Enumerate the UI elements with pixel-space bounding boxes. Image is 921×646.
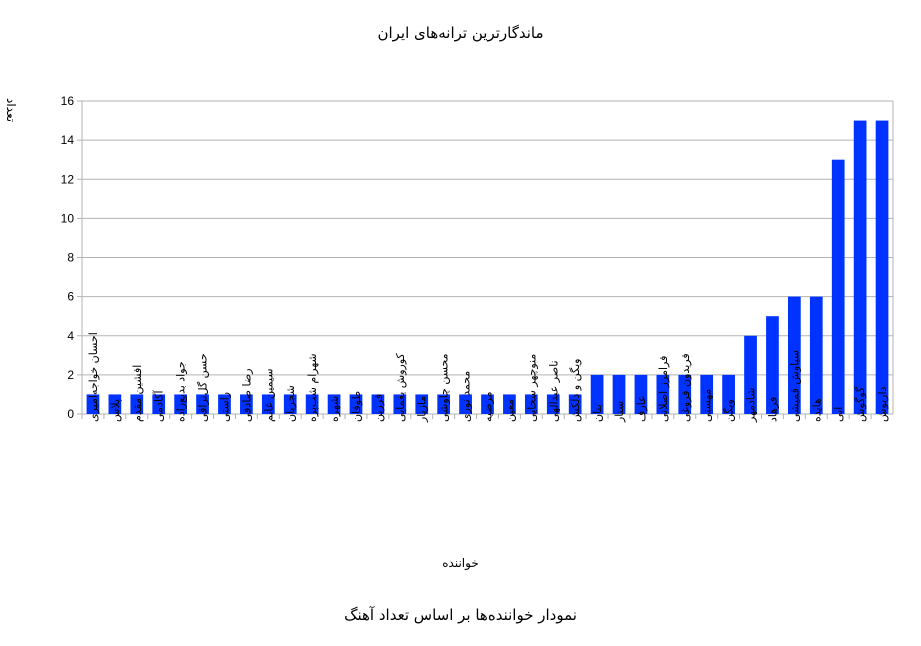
bar — [196, 394, 209, 414]
bar — [174, 394, 187, 414]
bar — [853, 120, 867, 414]
x-tick-label: مازیار — [416, 396, 429, 423]
x-tick-label: محسن چاوشی — [438, 353, 451, 422]
bar — [590, 374, 604, 414]
x-tick-label: شهرام شب‌پره — [306, 353, 319, 422]
bar — [481, 394, 494, 414]
x-tick-label: ناصر عبدالهی — [547, 360, 560, 422]
x-tick-label: راستی — [218, 392, 231, 422]
bar — [152, 394, 166, 414]
bar — [809, 296, 823, 414]
x-tick-label: ویگن — [723, 399, 736, 422]
y-tick-label: 12 — [61, 172, 75, 186]
x-tick-label: گوگوش — [854, 386, 867, 422]
x-tick-label: هایده — [810, 398, 823, 422]
y-tick-label: 6 — [67, 290, 74, 304]
bar — [86, 394, 100, 414]
x-tick-label: ویگن و دلکش — [569, 359, 582, 422]
bar — [261, 394, 275, 414]
bar — [415, 394, 429, 414]
bar — [503, 394, 516, 414]
bar — [875, 120, 889, 414]
bar — [305, 394, 319, 414]
bar — [546, 394, 560, 414]
bar — [349, 394, 363, 414]
bar — [240, 394, 253, 414]
x-tick-label: محمد نوری — [460, 371, 473, 422]
chart-title: ماندگارترین ترانه‌های ایران — [377, 24, 544, 42]
x-tick-label: احسان خواجه‌امیری — [87, 332, 100, 422]
x-tick-label: فرامرز اصلانی — [657, 356, 670, 422]
bar — [634, 374, 648, 414]
x-tick-label: سیمین غانم — [262, 368, 275, 422]
x-tick-label: ابی — [832, 407, 845, 422]
bar — [831, 159, 845, 414]
y-tick-label: 0 — [67, 407, 74, 421]
bar — [524, 394, 538, 414]
y-axis-label: تعداد — [4, 98, 18, 123]
x-tick-label: شادمهر — [745, 388, 758, 424]
x-tick-label: جواد بدیع‌زاده — [175, 361, 188, 422]
x-tick-label: پلاس — [109, 399, 122, 422]
x-tick-label: فرهاد — [766, 397, 779, 422]
bar — [108, 394, 122, 414]
x-axis-label: خواننده — [442, 556, 479, 570]
x-tick-label: سیاوش قمیشی — [788, 350, 801, 422]
bar — [327, 394, 341, 414]
y-tick-label: 4 — [67, 329, 74, 343]
x-tick-label: ستار — [613, 401, 626, 423]
x-tick-label: مرضیه — [482, 391, 495, 422]
x-tick-label: آکادمی — [152, 389, 166, 422]
x-tick-label: شجریان — [284, 385, 297, 422]
bar — [788, 296, 801, 414]
x-tick-label: منوچهر سخایی — [525, 354, 538, 422]
y-tick-label: 16 — [61, 94, 75, 108]
bar — [283, 394, 297, 414]
bar — [393, 394, 407, 414]
bar — [437, 394, 451, 414]
x-tick-label: طوفان — [350, 391, 363, 422]
x-tick-label: عارف — [635, 395, 648, 422]
y-tick-label: 14 — [61, 133, 75, 147]
bar — [130, 394, 144, 414]
x-tick-label: رضا صادقی — [240, 368, 253, 422]
bar — [612, 374, 626, 414]
bar — [371, 394, 385, 414]
y-tick-label: 2 — [67, 368, 74, 382]
x-tick-label: کوروش یغمایی — [394, 352, 407, 422]
x-tick-label: مهستی — [701, 389, 714, 422]
bar — [766, 316, 779, 414]
bar — [656, 374, 670, 414]
x-tick-label: معین — [503, 399, 516, 422]
x-tick-label: حسن گل‌نراقی — [197, 353, 210, 422]
bar — [722, 374, 735, 414]
x-tick-label: داریوش — [876, 386, 889, 422]
y-tick-label: 10 — [61, 211, 75, 225]
bar — [459, 394, 472, 414]
bar — [568, 394, 582, 414]
bar — [744, 335, 757, 414]
bar — [218, 394, 231, 414]
y-tick-label: 8 — [67, 251, 74, 265]
bar — [678, 374, 692, 414]
x-tick-label: افشین مقدم — [131, 365, 144, 422]
chart-caption: نمودار خواننده‌ها بر اساس تعداد آهنگ — [344, 606, 577, 624]
x-tick-label: بنان — [591, 404, 604, 422]
bar — [700, 374, 714, 414]
x-tick-label: فریدون فروغی — [679, 353, 692, 422]
x-tick-label: شهره — [328, 396, 341, 422]
x-tick-label: فرزین — [372, 394, 385, 422]
